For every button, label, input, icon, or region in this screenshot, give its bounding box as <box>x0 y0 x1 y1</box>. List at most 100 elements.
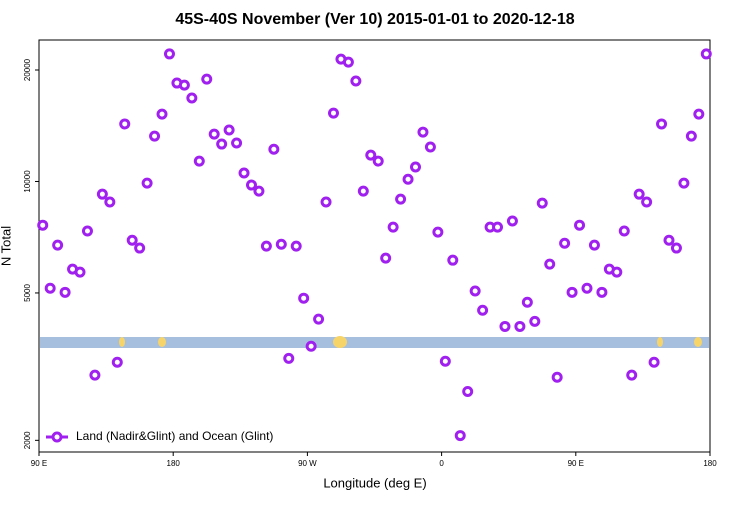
point <box>74 266 86 278</box>
point <box>59 286 71 298</box>
point <box>260 240 272 252</box>
point <box>327 107 339 119</box>
point <box>245 179 257 191</box>
point <box>656 118 668 130</box>
point <box>678 177 690 189</box>
band-spot <box>333 336 347 348</box>
point <box>178 79 190 91</box>
point <box>514 320 526 332</box>
x-tick-label: 0 <box>439 459 444 468</box>
point <box>119 118 131 130</box>
point <box>410 161 422 173</box>
point <box>506 215 518 227</box>
glint-band <box>40 336 709 348</box>
point <box>193 155 205 167</box>
point <box>253 185 265 197</box>
point <box>536 197 548 209</box>
point <box>432 226 444 238</box>
point <box>648 356 660 368</box>
legend-label: Land (Nadir&Glint) and Ocean (Glint) <box>76 429 273 443</box>
point <box>223 124 235 136</box>
point <box>342 56 354 68</box>
point <box>499 320 511 332</box>
y-tick-label: 2000 <box>23 431 32 449</box>
point <box>447 254 459 266</box>
band-spot <box>694 337 702 347</box>
point <box>290 240 302 252</box>
point <box>529 315 541 327</box>
point <box>588 239 600 251</box>
x-axis-label: Longitude (deg E) <box>323 475 426 490</box>
point <box>611 266 623 278</box>
point <box>395 193 407 205</box>
point <box>320 196 332 208</box>
point <box>163 48 175 60</box>
band <box>40 337 709 348</box>
point <box>380 252 392 264</box>
point <box>566 286 578 298</box>
point <box>357 185 369 197</box>
y-tick-label: 5000 <box>23 284 32 302</box>
x-tick-label: 180 <box>703 459 717 468</box>
point <box>141 177 153 189</box>
point <box>559 237 571 249</box>
point <box>44 282 56 294</box>
point <box>581 282 593 294</box>
point <box>96 188 108 200</box>
point <box>350 75 362 87</box>
band-spot <box>158 337 166 347</box>
point <box>641 196 653 208</box>
point <box>156 108 168 120</box>
point <box>626 369 638 381</box>
point <box>313 313 325 325</box>
point <box>462 385 474 397</box>
point <box>52 239 64 251</box>
point <box>216 138 228 150</box>
point <box>126 234 138 246</box>
x-tick-label: 90 W <box>298 459 317 468</box>
point <box>238 167 250 179</box>
point <box>670 242 682 254</box>
y-tick-label: 10000 <box>23 170 32 193</box>
point <box>439 355 451 367</box>
point <box>417 126 429 138</box>
x-tick-label: 90 E <box>31 459 47 468</box>
point <box>574 219 586 231</box>
point <box>492 221 504 233</box>
point <box>454 430 466 442</box>
point <box>521 296 533 308</box>
legend-marker <box>51 431 63 443</box>
point <box>134 242 146 254</box>
point <box>469 285 481 297</box>
point <box>305 340 317 352</box>
y-tick-label: 20000 <box>23 58 32 81</box>
x-tick-label: 90 E <box>568 459 584 468</box>
point <box>618 225 630 237</box>
point <box>365 149 377 161</box>
point <box>104 196 116 208</box>
point <box>402 173 414 185</box>
chart-title: 45S-40S November (Ver 10) 2015-01-01 to … <box>175 11 574 28</box>
point <box>685 130 697 142</box>
point <box>37 219 49 231</box>
band-spot <box>657 337 663 347</box>
point <box>544 258 556 270</box>
point <box>387 221 399 233</box>
point <box>633 188 645 200</box>
plot-frame <box>38 39 711 453</box>
point <box>551 371 563 383</box>
point <box>89 369 101 381</box>
point <box>149 130 161 142</box>
point <box>693 108 705 120</box>
point <box>596 286 608 298</box>
point <box>663 234 675 246</box>
x-tick-label: 180 <box>167 459 181 468</box>
point <box>186 92 198 104</box>
y-axis-label: N Total <box>0 226 13 266</box>
point <box>283 352 295 364</box>
point <box>700 48 712 60</box>
band-spot <box>119 337 125 347</box>
point <box>268 143 280 155</box>
